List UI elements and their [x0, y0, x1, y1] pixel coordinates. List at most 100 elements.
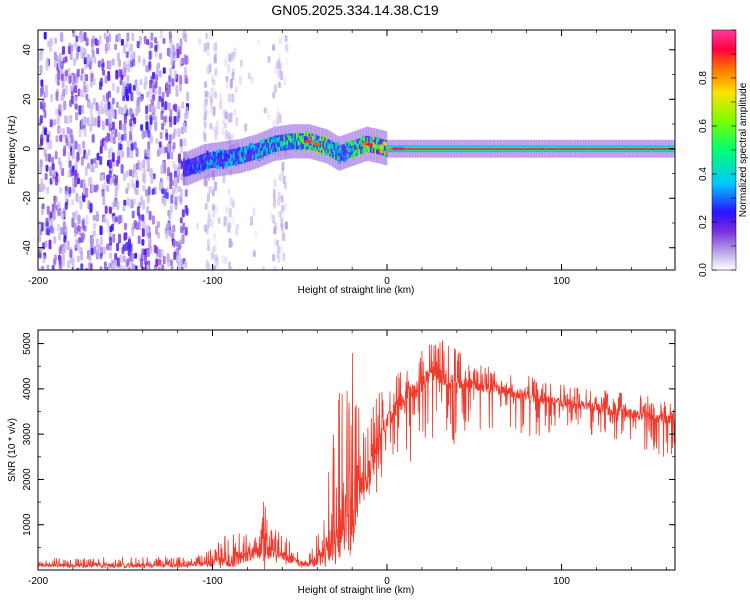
spectrogram-cell [128, 83, 132, 94]
spectrogram-frame [37, 29, 676, 271]
spectrogram-cell [283, 202, 287, 211]
spectrogram-cell [97, 244, 101, 252]
spectrogram-cell [114, 216, 118, 223]
spectrogram-cell [657, 148, 660, 150]
spectrogram-cell [55, 135, 59, 143]
spectrogram-cell [281, 161, 285, 171]
spectrogram-cell [277, 191, 281, 199]
spectrogram-cell [164, 115, 168, 124]
spectrogram-cell [83, 80, 87, 90]
spectrogram-cell [74, 140, 78, 150]
spectrogram-cell [76, 255, 80, 263]
spectrogram-cell [213, 88, 217, 95]
spectrogram-cell [238, 75, 242, 85]
spectrogram-cell [70, 85, 73, 92]
spectrogram-cell [153, 266, 157, 270]
spectrogram-cell [247, 72, 251, 80]
spectrogram-cell [67, 140, 71, 149]
spectrogram-cell [160, 110, 164, 121]
spectrogram-cell [135, 180, 139, 188]
spectrogram-cell [457, 148, 460, 150]
spectrogram-cell [206, 48, 210, 57]
spectrogram-cell [124, 104, 128, 112]
spectrogram-cell [85, 215, 89, 225]
spectrogram-cell [365, 143, 374, 146]
spectrogram-cell [431, 148, 433, 150]
spectrogram-cell [97, 60, 101, 68]
spectrogram-cell [475, 148, 477, 150]
spectrogram-cell [58, 232, 62, 241]
spectrogram-cell [608, 148, 611, 150]
spectrogram-cell [80, 46, 84, 54]
spectrogram-cell [148, 210, 152, 221]
spectrogram-cell [635, 148, 638, 150]
spectrogram-cell [80, 104, 84, 114]
spectrogram-cell [131, 32, 135, 42]
spectrogram-cell [106, 175, 110, 185]
spectrogram-cell [219, 100, 223, 110]
spectrogram-cell [74, 169, 78, 177]
spectrogram-cell [125, 187, 129, 194]
spectrogram-cell [143, 35, 147, 45]
spectrogram-cell [92, 230, 96, 238]
spectrogram-cell [277, 245, 281, 255]
spectrogram-cell [141, 239, 145, 246]
spectrogram-cell [163, 165, 166, 173]
spectrogram-cell [126, 151, 130, 158]
spectrogram-cell [112, 233, 116, 243]
spectrogram-cell [210, 86, 214, 97]
spectrogram-cell [569, 148, 572, 150]
spectrogram-cell [126, 258, 130, 267]
spectrogram-cell [125, 51, 129, 59]
spectrogram-cell [227, 64, 231, 74]
spectrogram-cell [99, 156, 103, 166]
spectrogram-cell [59, 103, 63, 113]
spectrogram-cell [136, 97, 140, 107]
spectrogram-cell [125, 242, 129, 251]
spectrogram-cell [147, 186, 151, 196]
spectrogram-cell [101, 188, 105, 197]
spectrogram-cell [72, 30, 76, 38]
spectrogram-cell [285, 57, 289, 66]
spectrogram-cell [592, 148, 595, 150]
spectrogram-cell [112, 136, 116, 145]
spectrogram-cell [54, 196, 58, 203]
spectrogram-cell [174, 268, 178, 270]
spectrogram-cell [154, 122, 158, 131]
spectrogram-cell [133, 141, 137, 150]
spectrogram-cell [185, 55, 189, 65]
spectrogram-cell [121, 68, 125, 76]
spectrogram-cell [203, 121, 207, 129]
spectrogram-cell [127, 267, 131, 270]
spectrogram-cell [83, 127, 87, 137]
spectrogram-cell [59, 52, 62, 61]
spectrogram-cell [42, 255, 46, 264]
spectrogram-cell [158, 258, 162, 266]
spectrogram-cell [205, 32, 209, 40]
spectrogram-cell [102, 195, 106, 206]
spectrogram-cell [284, 221, 288, 230]
spectrogram-cell [206, 238, 210, 247]
spectrogram-cell [94, 186, 98, 193]
x-tick-label: -100 [203, 276, 223, 287]
spectrogram-cell [178, 153, 181, 164]
spectrogram-cell [69, 53, 73, 61]
spectrogram-cell [81, 232, 85, 239]
spectrogram-cell [146, 39, 150, 46]
x-tick-label: -200 [28, 276, 48, 287]
spectrogram-cell [57, 69, 61, 80]
spectrogram-cell [169, 67, 173, 77]
spectrogram-cell [134, 187, 138, 195]
spectrogram-cell [223, 58, 227, 67]
spectrogram-cell [390, 148, 393, 150]
spectrogram-cell [172, 224, 176, 233]
spectrogram-cell [231, 93, 235, 103]
spectrogram-cell [280, 70, 284, 81]
spectrogram-cell [88, 101, 91, 109]
spectrogram-cell [39, 229, 43, 236]
spectrogram-cell [273, 178, 277, 188]
spectrogram-cell [272, 91, 276, 99]
spectrogram-cell [125, 88, 129, 99]
spectrogram-cell [108, 206, 112, 214]
